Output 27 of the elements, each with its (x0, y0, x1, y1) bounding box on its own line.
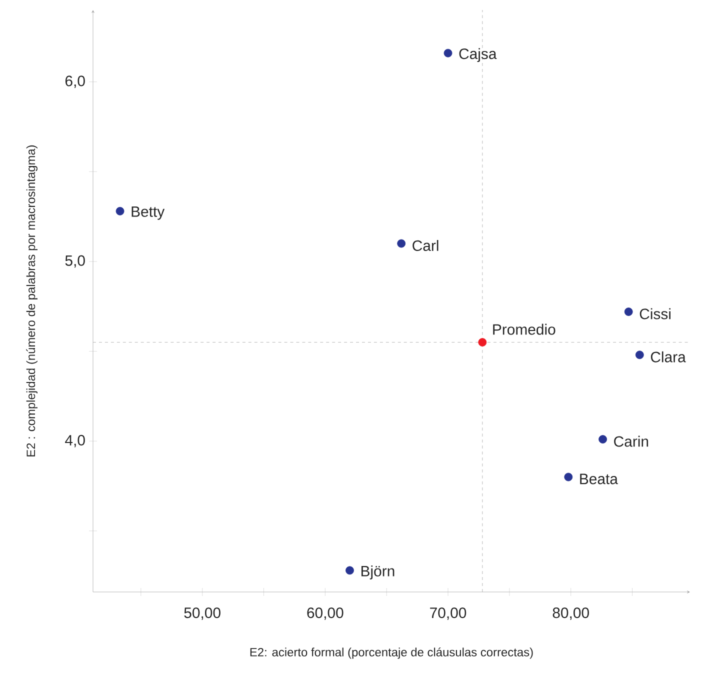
point (346, 566, 354, 575)
point (598, 435, 607, 444)
point (397, 239, 406, 248)
x-tick-label: 60,00 (307, 608, 344, 620)
y-axis-title: E2 : complejidad (número de palabras por macrosintagma) (26, 145, 38, 456)
point (444, 48, 452, 58)
x-axis-title: E2: acierto formal (porcentaje de cláusulas correctas) (250, 648, 533, 659)
y-tick-label: 5,0 (65, 255, 85, 268)
point (624, 308, 633, 316)
x-tick-label: 80,00 (552, 608, 589, 620)
point (564, 472, 573, 482)
annotation: Carin (614, 436, 648, 447)
y-tick-label: 4,0 (65, 434, 85, 448)
point (635, 350, 644, 360)
annotation: Beata (580, 474, 618, 484)
annotation: Clara (650, 351, 686, 362)
annotation: Betty (132, 206, 165, 220)
series-label: Promedio (493, 324, 556, 335)
annotation: Carl (412, 240, 438, 251)
x-tick-label: 50,00 (184, 608, 220, 620)
annotation: Cajsa (459, 48, 497, 62)
annotation: Cissi (640, 308, 670, 320)
x-tick-label: 70,00 (430, 608, 466, 620)
y-tick-label: 6,0 (65, 76, 85, 88)
point (116, 206, 124, 216)
annotation: Björn (361, 565, 394, 580)
point (478, 338, 487, 346)
